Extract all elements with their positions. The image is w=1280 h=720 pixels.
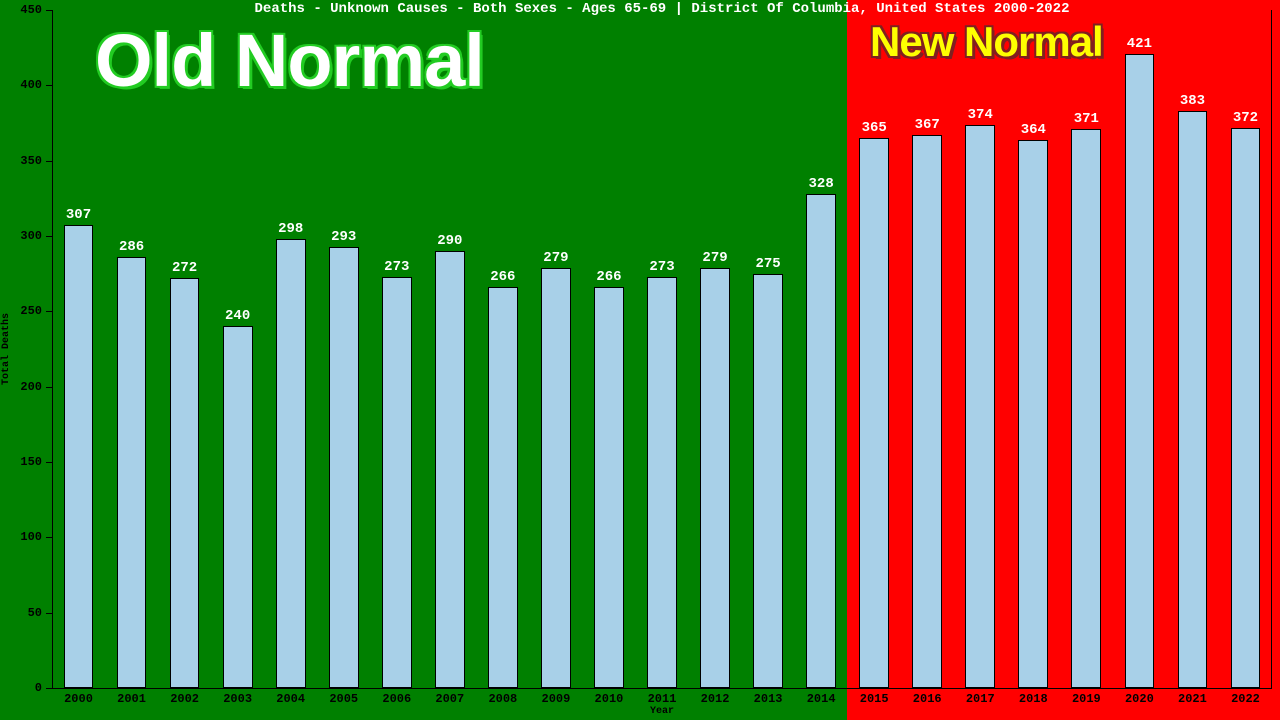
xtick-label: 2013 (754, 692, 783, 706)
bar-2005 (329, 247, 359, 688)
ytick-label: 350 (0, 154, 42, 168)
bar-2022 (1231, 128, 1261, 688)
bar-label-2006: 273 (384, 259, 409, 275)
xtick-label: 2011 (648, 692, 677, 706)
ytick-mark (46, 462, 52, 463)
bar-label-2013: 275 (755, 256, 780, 272)
bar-2018 (1018, 140, 1048, 688)
bar-2006 (382, 277, 412, 688)
xtick-label: 2020 (1125, 692, 1154, 706)
annotation-old-normal: Old Normal (95, 18, 484, 103)
xtick-label: 2016 (913, 692, 942, 706)
bar-label-2007: 290 (437, 233, 462, 249)
y-axis-line (52, 10, 53, 688)
chart-root: Old Normal New NormalDeaths - Unknown Cau… (0, 0, 1280, 720)
bar-label-2020: 421 (1127, 36, 1152, 52)
bar-label-2004: 298 (278, 221, 303, 237)
bar-2004 (276, 239, 306, 688)
bar-2003 (223, 326, 253, 688)
ytick-label: 100 (0, 530, 42, 544)
chart-title: Deaths - Unknown Causes - Both Sexes - A… (255, 1, 1070, 17)
bar-2008 (488, 287, 518, 688)
bar-2002 (170, 278, 200, 688)
bar-label-2005: 293 (331, 229, 356, 245)
xtick-label: 2001 (117, 692, 146, 706)
xtick-label: 2017 (966, 692, 995, 706)
ytick-label: 0 (0, 681, 42, 695)
xtick-label: 2000 (64, 692, 93, 706)
ytick-label: 300 (0, 229, 42, 243)
ytick-label: 400 (0, 78, 42, 92)
ytick-label: 150 (0, 455, 42, 469)
x-axis-line (52, 688, 1272, 689)
ytick-mark (46, 85, 52, 86)
ytick-mark (46, 537, 52, 538)
xtick-label: 2008 (488, 692, 517, 706)
bar-2021 (1178, 111, 1208, 688)
xtick-label: 2010 (595, 692, 624, 706)
xtick-label: 2004 (276, 692, 305, 706)
bar-2016 (912, 135, 942, 688)
xtick-label: 2012 (701, 692, 730, 706)
bar-2013 (753, 274, 783, 688)
xtick-label: 2003 (223, 692, 252, 706)
bar-label-2019: 371 (1074, 111, 1099, 127)
bar-label-2010: 266 (596, 269, 621, 285)
bar-2020 (1125, 54, 1155, 688)
xtick-label: 2009 (542, 692, 571, 706)
ytick-mark (46, 161, 52, 162)
bar-2001 (117, 257, 147, 688)
ytick-mark (46, 387, 52, 388)
xtick-label: 2022 (1231, 692, 1260, 706)
bar-2019 (1071, 129, 1101, 688)
bar-label-2017: 374 (968, 107, 993, 123)
xtick-label: 2014 (807, 692, 836, 706)
xtick-label: 2006 (382, 692, 411, 706)
xtick-label: 2015 (860, 692, 889, 706)
bar-label-2015: 365 (862, 120, 887, 136)
bar-2007 (435, 251, 465, 688)
bar-label-2000: 307 (66, 207, 91, 223)
bar-2014 (806, 194, 836, 688)
bar-label-2009: 279 (543, 250, 568, 266)
bar-2011 (647, 277, 677, 688)
xtick-label: 2019 (1072, 692, 1101, 706)
bar-label-2003: 240 (225, 308, 250, 324)
bar-2015 (859, 138, 889, 688)
bar-label-2002: 272 (172, 260, 197, 276)
ytick-mark (46, 10, 52, 11)
ytick-label: 50 (0, 606, 42, 620)
bar-2010 (594, 287, 624, 688)
annotation-new-normal: New Normal (870, 18, 1103, 66)
ytick-mark (46, 236, 52, 237)
bar-label-2022: 372 (1233, 110, 1258, 126)
ytick-mark (46, 311, 52, 312)
bar-label-2011: 273 (649, 259, 674, 275)
xtick-label: 2021 (1178, 692, 1207, 706)
y-axis-label: Total Deaths (1, 313, 12, 385)
ytick-mark (46, 613, 52, 614)
ytick-label: 450 (0, 3, 42, 17)
xtick-label: 2005 (329, 692, 358, 706)
bar-label-2021: 383 (1180, 93, 1205, 109)
bar-2017 (965, 125, 995, 688)
bar-label-2016: 367 (915, 117, 940, 133)
bar-2012 (700, 268, 730, 688)
xtick-label: 2007 (435, 692, 464, 706)
ytick-mark (46, 688, 52, 689)
bar-label-2018: 364 (1021, 122, 1046, 138)
xtick-label: 2018 (1019, 692, 1048, 706)
bar-2009 (541, 268, 571, 688)
y-axis-line-right (1271, 10, 1272, 688)
xtick-label: 2002 (170, 692, 199, 706)
x-axis-label: Year (650, 706, 674, 717)
bar-label-2008: 266 (490, 269, 515, 285)
bar-label-2001: 286 (119, 239, 144, 255)
bar-label-2014: 328 (809, 176, 834, 192)
bar-label-2012: 279 (702, 250, 727, 266)
bar-2000 (64, 225, 94, 688)
